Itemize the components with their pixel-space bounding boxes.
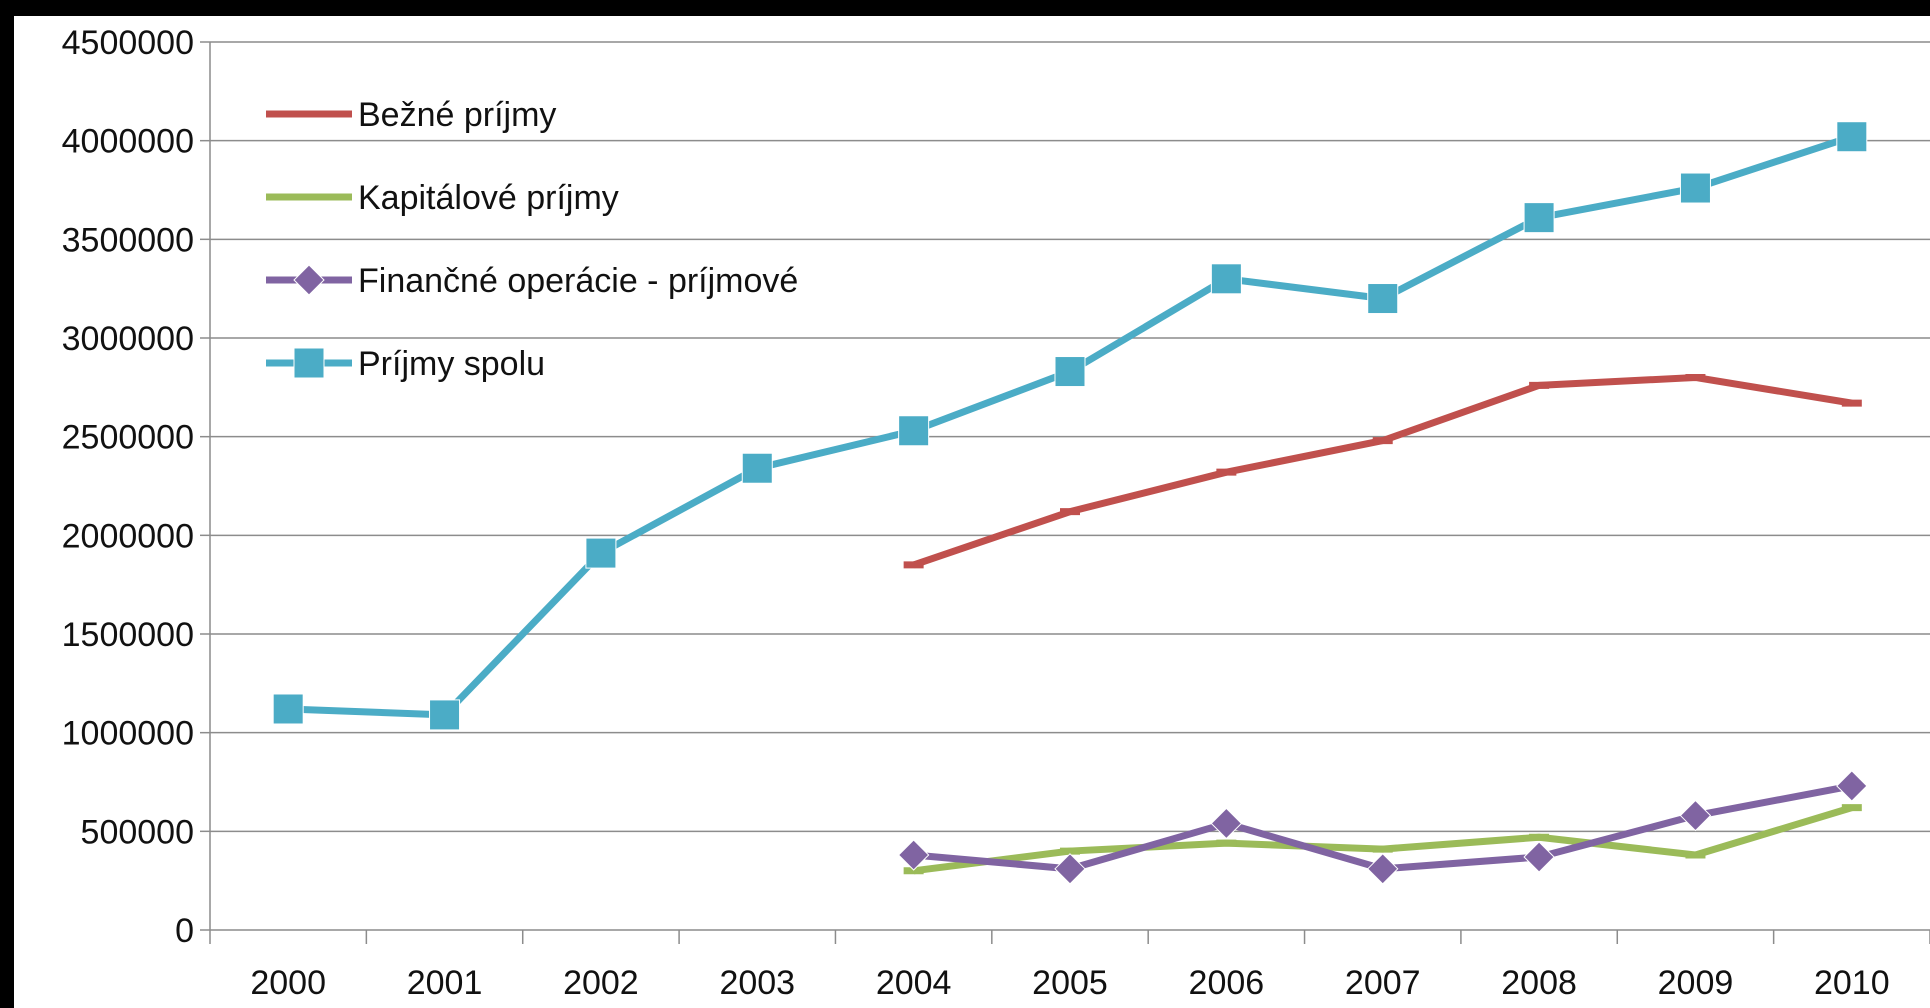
y-tick-label: 1500000 bbox=[62, 616, 194, 654]
data-point bbox=[1837, 771, 1867, 801]
data-point bbox=[1524, 203, 1554, 233]
x-tick-label: 2007 bbox=[1345, 964, 1421, 1002]
y-tick-label: 3000000 bbox=[62, 320, 194, 358]
data-point bbox=[1055, 854, 1085, 884]
legend-marker bbox=[294, 348, 324, 378]
legend-label: Bežné príjmy bbox=[358, 96, 556, 134]
data-point bbox=[1368, 854, 1398, 884]
data-point bbox=[1368, 284, 1398, 314]
data-point bbox=[1680, 801, 1710, 831]
data-point bbox=[586, 538, 616, 568]
data-point bbox=[742, 453, 772, 483]
x-tick-label: 2010 bbox=[1814, 964, 1890, 1002]
data-point bbox=[430, 700, 460, 730]
y-tick-label: 2000000 bbox=[62, 517, 194, 555]
series-1 bbox=[904, 377, 1862, 564]
legend-entry: Príjmy spolu bbox=[266, 345, 545, 383]
legend-entry: Finančné operácie - príjmové bbox=[266, 262, 798, 300]
legend-entry: Bežné príjmy bbox=[266, 96, 556, 134]
legend-label: Finančné operácie - príjmové bbox=[358, 262, 798, 300]
data-point bbox=[1211, 264, 1241, 294]
legend-label: Kapitálové príjmy bbox=[358, 179, 619, 217]
data-point bbox=[1211, 808, 1241, 838]
gridlines bbox=[210, 42, 1930, 831]
axes bbox=[200, 42, 1930, 944]
y-tick-label: 4000000 bbox=[62, 123, 194, 161]
legend-entry: Kapitálové príjmy bbox=[266, 179, 619, 217]
series-lines bbox=[273, 122, 1867, 884]
chart-area: 0 500000 1000000 1500000 2000000 2500000 30000… bbox=[14, 16, 1930, 1008]
y-tick-label: 3500000 bbox=[62, 221, 194, 259]
y-tick-label: 4500000 bbox=[62, 24, 194, 62]
data-point bbox=[1524, 842, 1554, 872]
y-axis-tick-labels: 0 500000 1000000 1500000 2000000 2500000 30000… bbox=[62, 24, 194, 950]
y-tick-label: 2500000 bbox=[62, 419, 194, 457]
x-tick-label: 2004 bbox=[876, 964, 952, 1002]
legend-label: Príjmy spolu bbox=[358, 345, 545, 383]
y-tick-label: 0 bbox=[175, 912, 194, 950]
data-point bbox=[1680, 173, 1710, 203]
x-tick-label: 2009 bbox=[1658, 964, 1734, 1002]
y-tick-label: 1000000 bbox=[62, 715, 194, 753]
data-point bbox=[1837, 122, 1867, 152]
x-tick-label: 2000 bbox=[250, 964, 326, 1002]
x-tick-label: 2006 bbox=[1189, 964, 1265, 1002]
series-3 bbox=[899, 771, 1867, 884]
series-line bbox=[914, 377, 1852, 564]
x-tick-label: 2005 bbox=[1032, 964, 1108, 1002]
x-axis-tick-labels: 2000 2001 2002 2003 2004 2005 2006 2007 2008 2009… bbox=[250, 964, 1889, 1002]
x-tick-label: 2002 bbox=[563, 964, 639, 1002]
x-tick-label: 2008 bbox=[1501, 964, 1577, 1002]
data-point bbox=[899, 840, 929, 870]
x-tick-label: 2001 bbox=[407, 964, 483, 1002]
y-tick-label: 500000 bbox=[81, 813, 194, 851]
x-tick-label: 2003 bbox=[719, 964, 795, 1002]
series-line bbox=[288, 137, 1852, 715]
data-point bbox=[273, 694, 303, 724]
legend-marker bbox=[294, 265, 324, 295]
line-chart: 0 500000 1000000 1500000 2000000 2500000 30000… bbox=[14, 16, 1930, 1008]
data-point bbox=[1055, 357, 1085, 387]
data-point bbox=[899, 416, 929, 446]
